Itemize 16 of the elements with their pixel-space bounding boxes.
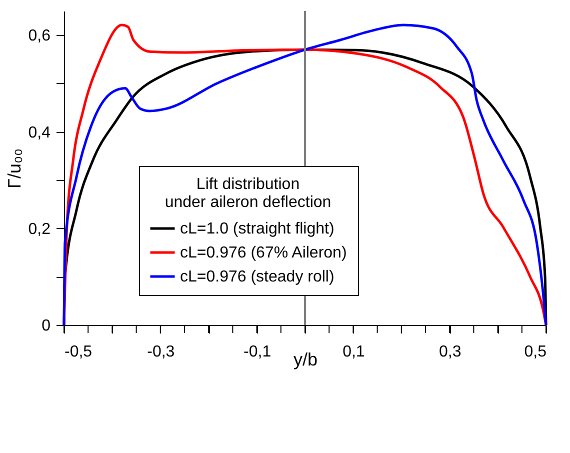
x-tick-label: 0,5 xyxy=(524,344,547,360)
y-axis-title: Γ/u₀₀ xyxy=(4,148,24,188)
x-tick-label: 0,1 xyxy=(342,344,365,360)
legend-label: cL=0.976 (steady roll) xyxy=(180,268,334,286)
y-tick-label: 0,4 xyxy=(28,124,51,142)
x-tick-label: 0,3 xyxy=(438,344,462,360)
x-tick-label: -0,5 xyxy=(64,344,92,360)
x-tick-label: -0,1 xyxy=(244,344,272,360)
legend-title: Lift distribution under aileron deflection xyxy=(164,176,332,211)
y-tick-label: 0,2 xyxy=(28,220,51,238)
x-axis-title: y/b xyxy=(293,350,318,370)
legend-label: cL=1.0 (straight flight) xyxy=(180,220,334,238)
legend-label: cL=0.976 (67% Aileron) xyxy=(180,244,347,262)
x-tick-label: -0,3 xyxy=(147,344,175,360)
y-tick-label: 0 xyxy=(42,318,51,334)
y-tick-label: 0,6 xyxy=(28,28,51,45)
